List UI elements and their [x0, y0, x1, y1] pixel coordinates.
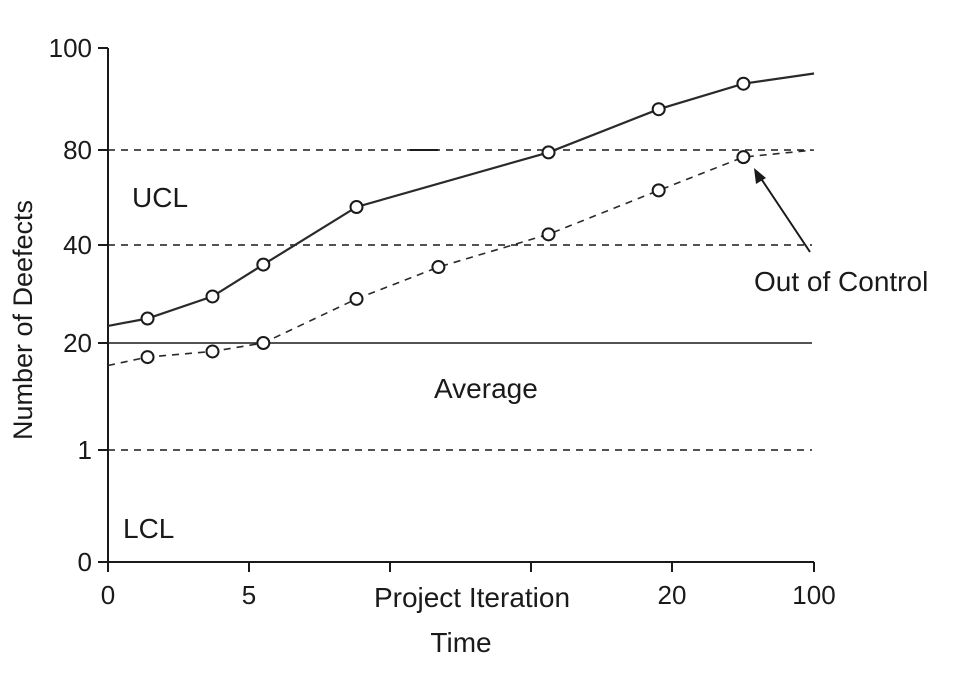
y-tick-label: 100 [49, 33, 92, 63]
x-axis-sublabel: Time [430, 627, 491, 658]
data-point [256, 257, 271, 272]
reference-lines [108, 149, 812, 451]
x-tick-label: 100 [792, 580, 835, 610]
axes [107, 48, 814, 563]
data-point [205, 344, 220, 359]
series-line-2 [107, 149, 815, 367]
series-layer [107, 72, 815, 367]
y-tick-label: 80 [63, 135, 92, 165]
out-of-control-label: Out of Control [754, 266, 928, 297]
data-point [736, 76, 751, 91]
data-point [541, 227, 556, 242]
data-point [256, 336, 271, 350]
out-of-control-arrowhead [754, 168, 766, 184]
data-point [736, 150, 751, 165]
ucl-label: UCL [132, 182, 188, 213]
y-ticks: 0 1 20 40 80 100 [49, 33, 108, 577]
data-point [205, 289, 220, 304]
y-tick-label: 40 [63, 230, 92, 260]
x-tick-label: 0 [101, 580, 115, 610]
data-point [140, 311, 155, 326]
data-point [651, 183, 666, 198]
series-line-1 [107, 72, 815, 327]
y-tick-label: 20 [63, 328, 92, 358]
data-point [349, 291, 364, 306]
y-tick-label: 1 [78, 435, 92, 465]
data-point [541, 145, 556, 160]
lcl-label: LCL [123, 513, 174, 544]
data-point [349, 200, 364, 214]
data-point [140, 350, 155, 365]
x-tick-label: 20 [658, 580, 687, 610]
average-label: Average [434, 373, 538, 404]
out-of-control-arrow [757, 173, 811, 253]
y-tick-label: 0 [78, 547, 92, 577]
data-point [651, 102, 666, 117]
x-tick-label: 5 [242, 580, 256, 610]
y-axis-label: Number of Deefects [8, 200, 38, 440]
x-ticks: 0 5 20 100 [101, 562, 836, 610]
x-axis-label: Project Iteration [374, 582, 570, 613]
data-point [431, 260, 446, 275]
